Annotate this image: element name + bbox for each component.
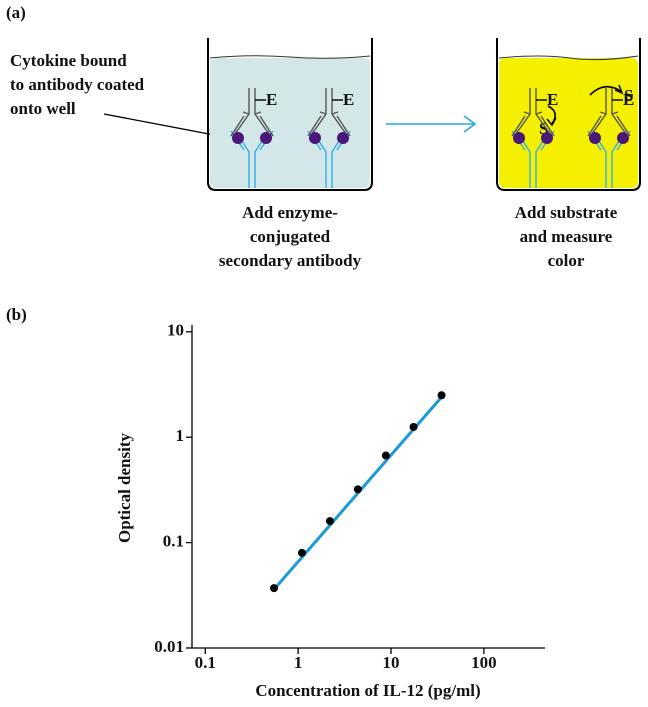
y-tick-label: 0.1: [163, 532, 184, 551]
x-tick-label: 1: [294, 653, 303, 672]
data-point: [297, 548, 306, 557]
panel-label: (a): [6, 3, 26, 22]
caption: conjugated: [250, 227, 331, 246]
liquid-surface: [498, 55, 639, 61]
secondary-antibody: [230, 88, 274, 137]
cytokine: [260, 132, 272, 144]
cytokine: [541, 132, 553, 144]
liquid-surface: [209, 55, 371, 59]
cytokine: [513, 132, 525, 144]
y-tick-label: 0.01: [154, 637, 184, 656]
data-point: [437, 391, 446, 400]
enzyme-label: E: [266, 90, 277, 109]
reaction-arrow-head: [614, 84, 624, 95]
capture-antibody: [587, 129, 631, 188]
y-tick-label: 10: [167, 321, 184, 340]
capture-antibody: [307, 129, 351, 188]
y-tick-label: 1: [176, 426, 185, 445]
x-tick-label: 100: [471, 653, 497, 672]
callout-line: Cytokine bound: [10, 51, 127, 70]
callout-line: onto well: [10, 99, 76, 118]
cytokine: [309, 132, 321, 144]
cytokine: [337, 132, 349, 144]
liquid: [210, 58, 370, 188]
data-point: [381, 451, 390, 460]
secondary-antibody: [307, 88, 351, 137]
data-point: [353, 485, 362, 494]
enzyme-label: E: [623, 90, 634, 109]
panel-label: (b): [6, 305, 27, 324]
substrate-label: S: [539, 119, 548, 138]
data-point: [325, 517, 334, 526]
capture-antibody: [230, 129, 274, 188]
caption: Add enzyme-: [242, 203, 338, 222]
callout-line: to antibody coated: [10, 75, 145, 94]
secondary-antibody: [511, 88, 555, 137]
x-axis-label: Concentration of IL-12 (pg/ml): [255, 681, 480, 700]
cytokine: [589, 132, 601, 144]
step-arrow-head: [463, 115, 477, 133]
cytokine: [232, 132, 244, 144]
secondary-antibody: [587, 88, 631, 137]
caption: and measure: [520, 227, 613, 246]
reaction-arrow: [589, 85, 623, 96]
x-tick-label: 0.1: [195, 653, 216, 672]
x-tick-label: 10: [383, 653, 400, 672]
data-point: [270, 584, 279, 593]
capture-antibody: [511, 129, 555, 188]
data-point: [409, 422, 418, 431]
enzyme-label: E: [547, 90, 558, 109]
liquid: [499, 58, 638, 188]
reaction-arrow-head: [546, 117, 557, 127]
cytokine: [617, 132, 629, 144]
well: [207, 38, 373, 191]
caption: secondary antibody: [219, 251, 362, 270]
y-axis-label: Optical density: [115, 432, 134, 543]
caption: Add substrate: [515, 203, 618, 222]
substrate-label: S: [624, 86, 633, 105]
caption: color: [548, 251, 585, 270]
enzyme-label: E: [343, 90, 354, 109]
well: [496, 38, 641, 191]
